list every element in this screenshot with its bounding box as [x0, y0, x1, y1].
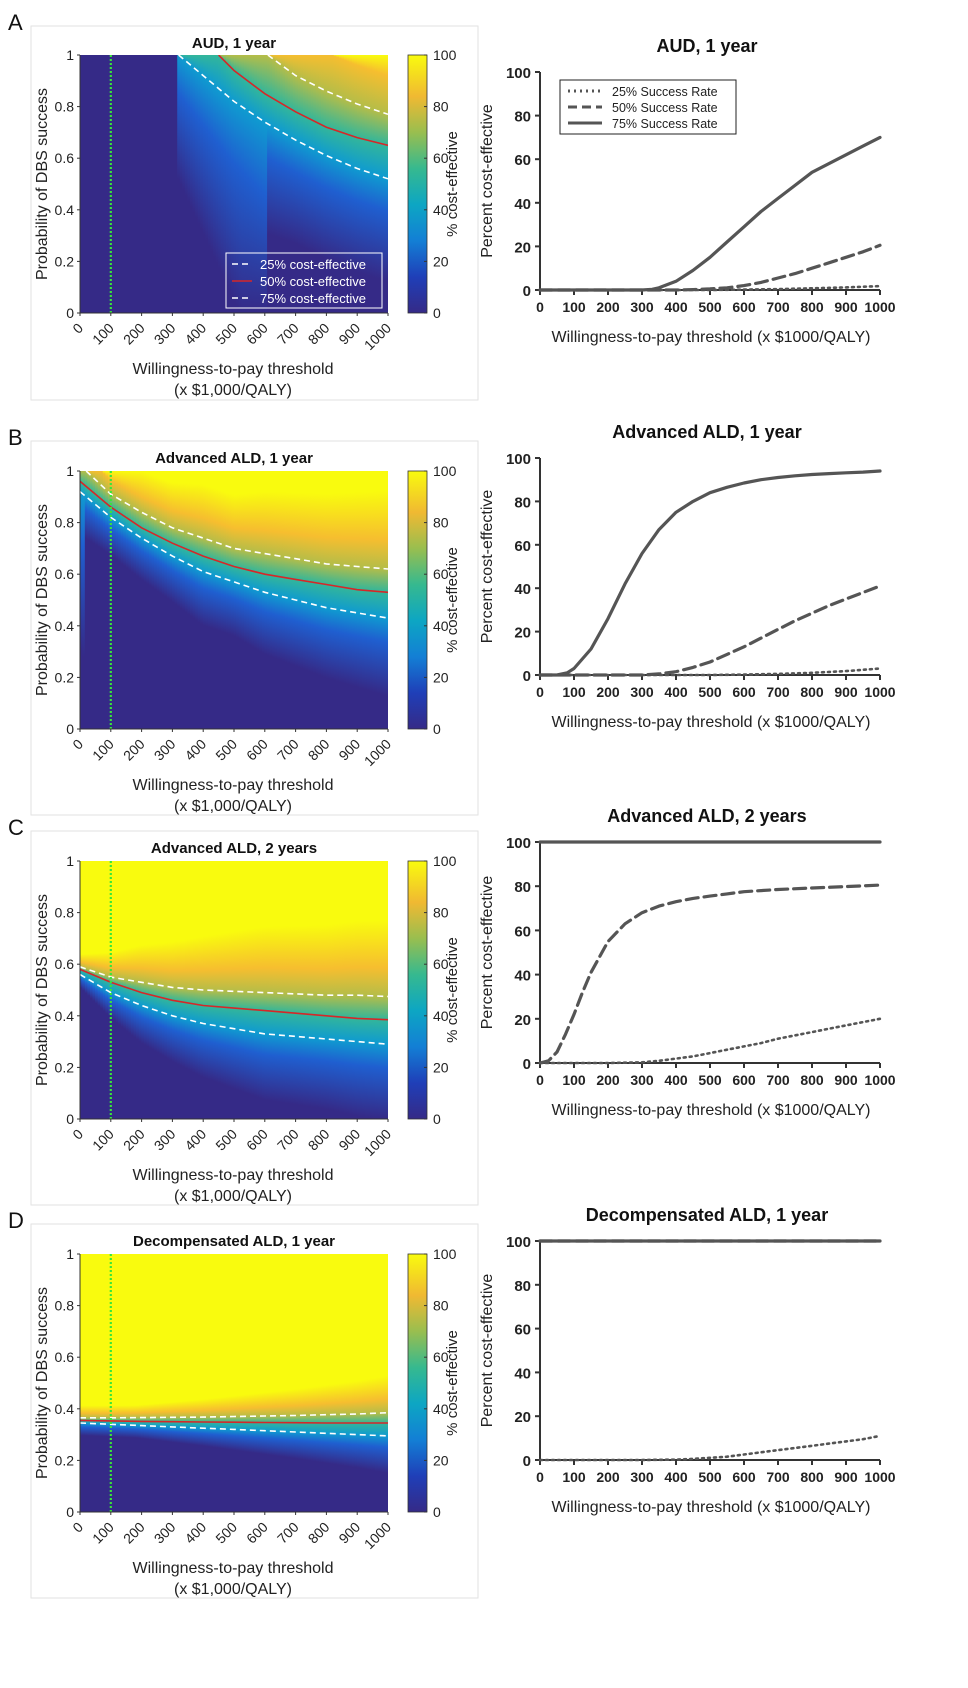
y-tick-label: 0.8: [55, 99, 75, 115]
y-tick-label: 0: [66, 305, 74, 321]
colorbar: [408, 55, 427, 313]
heatmap-x-axis-label-line2: (x $1,000/QALY): [174, 382, 292, 399]
x-tick-label: 0: [69, 320, 86, 337]
heatmap-x-axis-label-line1: Willingness-to-pay threshold: [133, 361, 334, 378]
x-tick-label: 600: [243, 320, 271, 348]
x-tick-label: 700: [274, 320, 302, 348]
x-tick-label: 1000: [361, 320, 394, 353]
x-tick-label: 300: [151, 320, 179, 348]
y-tick-label: 0.6: [55, 150, 75, 166]
y-tick-label: 0.4: [55, 202, 75, 218]
colorbar-tick-label: 20: [433, 253, 449, 269]
x-tick-label: 200: [120, 320, 148, 348]
heatmap-panel-a: A00.20.40.60.810 100 200 300 400 500 600 700 800…: [8, 10, 478, 400]
heatmap-title: AUD, 1 year: [192, 35, 276, 52]
colorbar-tick-label: 80: [433, 99, 449, 115]
x-tick-label: 100: [89, 320, 117, 348]
y-tick-label: 1: [66, 47, 74, 63]
x-tick-label: 900: [335, 320, 363, 348]
x-tick-label: 400: [181, 320, 209, 348]
y-tick-label: 0.2: [55, 253, 75, 269]
colorbar-tick-label: 0: [433, 305, 441, 321]
heatmap-y-axis-label: Probability of DBS success: [34, 88, 51, 280]
x-tick-label: 800: [305, 320, 333, 348]
panel-letter: A: [8, 10, 23, 35]
heatmap-cell-column: [385, 55, 388, 313]
x-tick-label: 500: [212, 320, 240, 348]
